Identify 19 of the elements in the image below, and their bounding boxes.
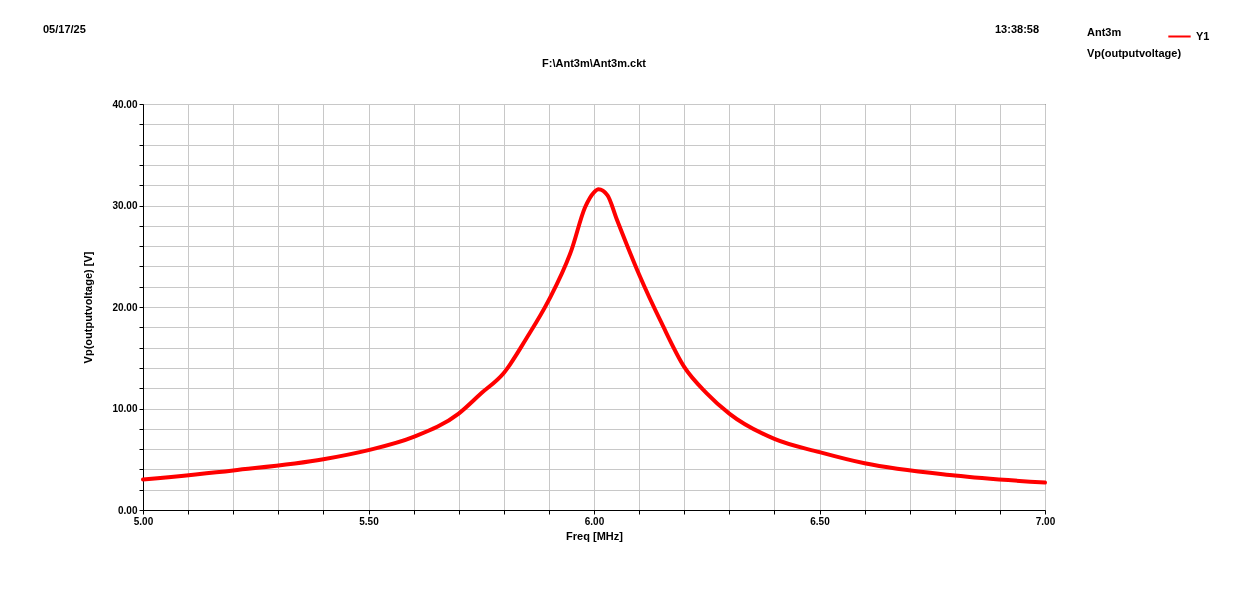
text: 05/17/25 [43,23,86,35]
chart-title: F:\Ant3m\Ant3m.ckt [542,57,647,69]
x-axis-title: Freq [MHz] [566,529,624,542]
x-tick-label: 5.50 [359,515,380,527]
legend-label: Y1 [1196,29,1210,42]
y-tick-label: 10.00 [112,403,138,414]
y-tick-label: 30.00 [112,200,138,211]
text: 13:38:58 [995,23,1040,35]
x-tick-label: 6.00 [584,515,605,527]
y-tick-label: 20.00 [112,301,138,313]
x-tick-label: 5.00 [133,515,154,527]
y-axis-title: Vp(outputvoltage) [V] [82,251,95,364]
x-tick-label: 6.50 [810,515,831,527]
text: Vp(outputvoltage) [1087,47,1182,59]
y-tick-label: 0.00 [118,504,138,516]
line-series [141,187,1047,485]
x-tick-label: 7.00 [1035,515,1056,527]
y-tick-label: 40.00 [112,98,138,110]
legend-title: Ant3m [1087,26,1122,38]
